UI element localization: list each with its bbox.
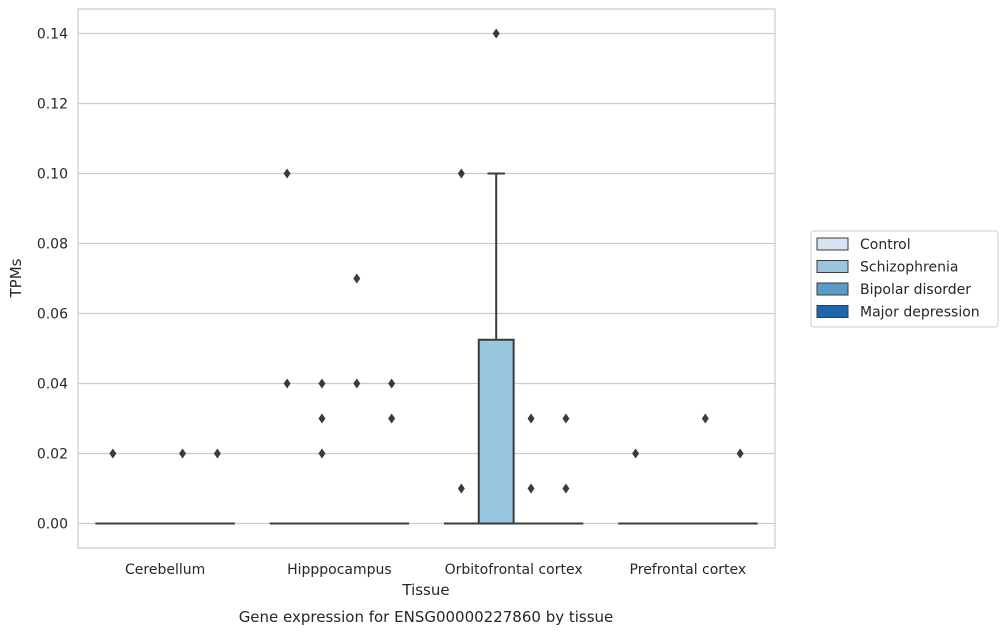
y-axis-label: TPMs	[7, 258, 25, 298]
outlier-point	[457, 168, 465, 179]
y-tick-label: 0.10	[37, 167, 68, 183]
y-tick-label: 0.04	[37, 377, 68, 393]
x-axis-ticks: Cerebellum Hipppocampus Orbitofrontal cort…	[125, 562, 746, 578]
outlier-point	[736, 448, 744, 459]
legend-swatch	[816, 237, 849, 251]
outlier-point	[283, 168, 291, 179]
outlier-point	[562, 413, 570, 424]
outlier-points	[109, 28, 744, 494]
outlier-point	[318, 448, 326, 459]
outlier-point	[213, 448, 221, 459]
x-tick-label: Orbitofrontal cortex	[445, 562, 583, 578]
outlier-point	[527, 483, 535, 494]
chart-title: Gene expression for ENSG00000227860 by t…	[239, 608, 614, 626]
y-tick-label: 0.08	[37, 237, 68, 253]
outlier-point	[353, 378, 361, 389]
outlier-point	[388, 413, 396, 424]
legend-label: Bipolar disorder	[860, 282, 971, 298]
x-tick-label: Cerebellum	[125, 562, 205, 578]
box-series	[95, 172, 758, 525]
outlier-point	[562, 483, 570, 494]
x-axis-label: Tissue	[401, 581, 449, 599]
plot-area	[77, 8, 776, 549]
outlier-point	[109, 448, 117, 459]
outlier-point	[318, 378, 326, 389]
legend-label: Schizophrenia	[860, 260, 958, 276]
legend-label: Control	[860, 237, 911, 253]
y-tick-label: 0.12	[37, 97, 68, 113]
outlier-point	[632, 448, 640, 459]
y-tick-label: 0.14	[37, 27, 68, 43]
outlier-point	[318, 413, 326, 424]
y-tick-label: 0.06	[37, 307, 68, 323]
box-body	[477, 338, 515, 525]
legend-swatch	[816, 282, 849, 296]
legend-swatch	[816, 305, 849, 318]
outlier-point	[179, 448, 187, 459]
legend-frame	[810, 230, 999, 328]
outlier-point	[353, 273, 361, 284]
gridlines	[78, 32, 775, 525]
outlier-point	[283, 378, 291, 389]
box-schizophrenia	[477, 172, 515, 525]
legend-swatch	[816, 260, 849, 273]
outlier-point	[388, 378, 396, 389]
outlier-point	[527, 413, 535, 424]
y-tick-label: 0.00	[37, 517, 68, 533]
x-tick-label: Hipppocampus	[287, 562, 392, 578]
y-axis-ticks: 0.00 0.02 0.04 0.06 0.08 0.10 0.12 0.14	[37, 27, 68, 533]
outlier-point	[701, 413, 709, 424]
legend: Control Schizophrenia Bipolar disorder Majo…	[810, 230, 999, 328]
y-tick-label: 0.02	[37, 447, 68, 463]
x-tick-label: Prefrontal cortex	[630, 562, 747, 578]
outlier-point	[457, 483, 465, 494]
legend-label: Major depression	[860, 305, 980, 321]
outlier-point	[492, 28, 500, 39]
